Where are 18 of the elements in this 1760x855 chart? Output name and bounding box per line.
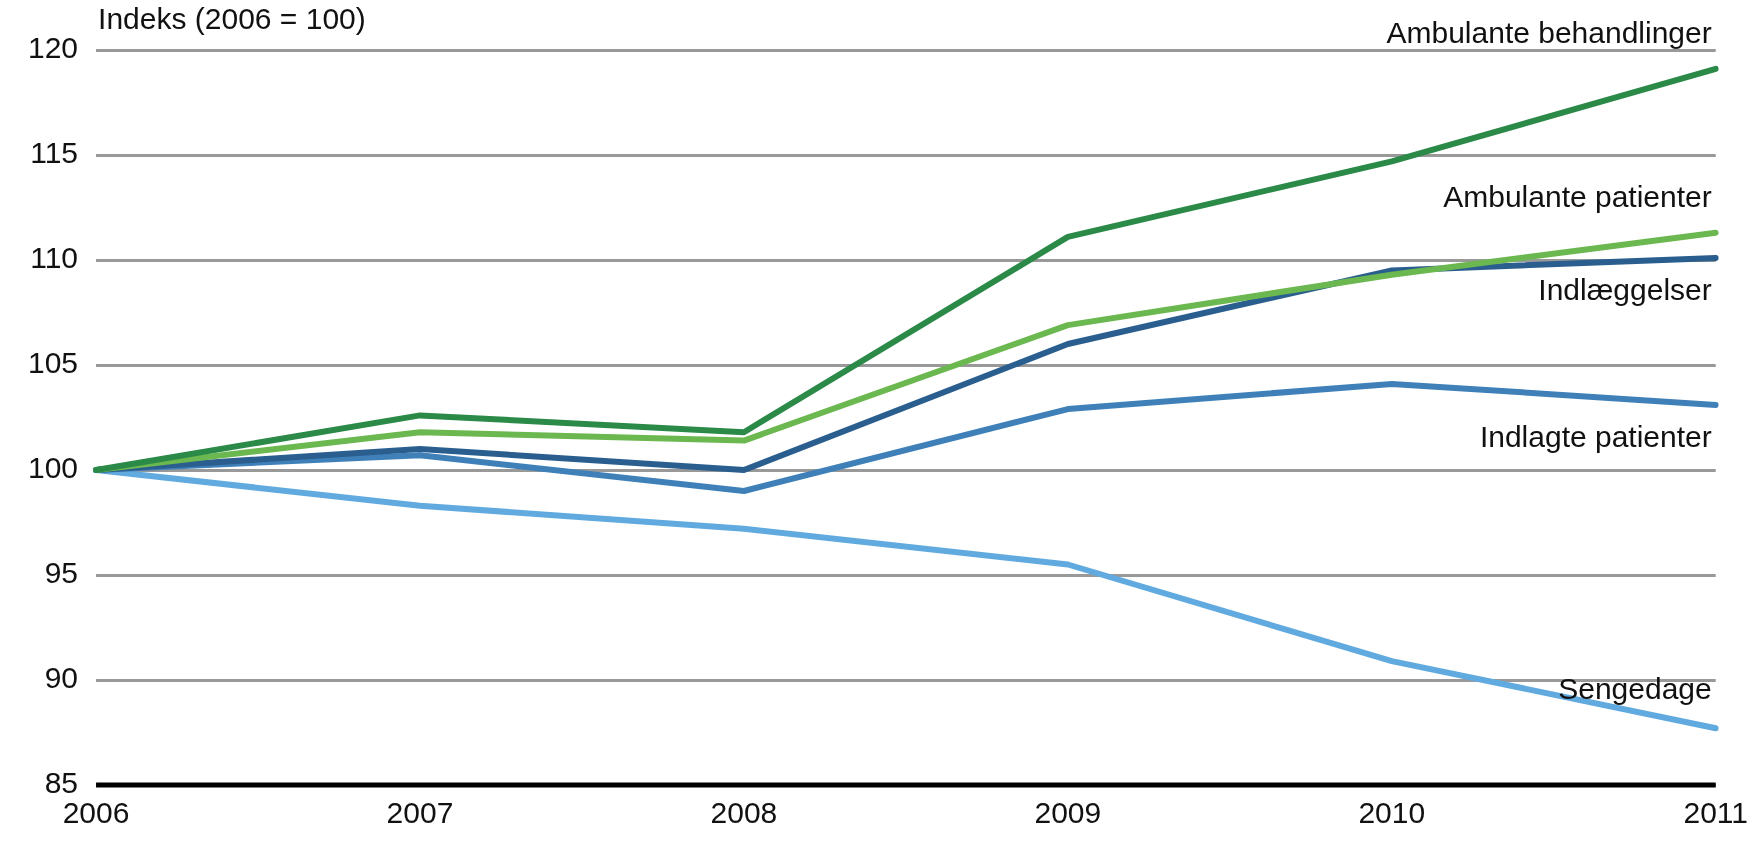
y-tick-label: 100 [27,451,79,485]
x-tick-label: 2007 [386,796,454,830]
series-label: Indlagte patienter [1479,420,1712,454]
y-tick-label: 90 [44,661,79,695]
y-tick-label: 95 [44,556,79,590]
x-tick-label: 2010 [1358,796,1426,830]
x-tick-label: 2008 [710,796,778,830]
series-label: Ambulante patienter [1443,179,1712,213]
series-label: Indlæggelser [1538,273,1712,307]
series-label: Sengedage [1558,671,1712,705]
y-tick-label: 110 [30,241,79,275]
x-tick-label: 2009 [1034,796,1102,830]
series-label: Ambulante behandlinger [1386,16,1712,50]
x-tick-label: 2011 [1683,796,1748,830]
y-tick-label: 115 [30,136,79,170]
y-tick-label: 105 [27,346,79,380]
y-tick-label: 120 [27,31,79,65]
y-axis-title: Indeks (2006 = 100) [98,2,366,36]
